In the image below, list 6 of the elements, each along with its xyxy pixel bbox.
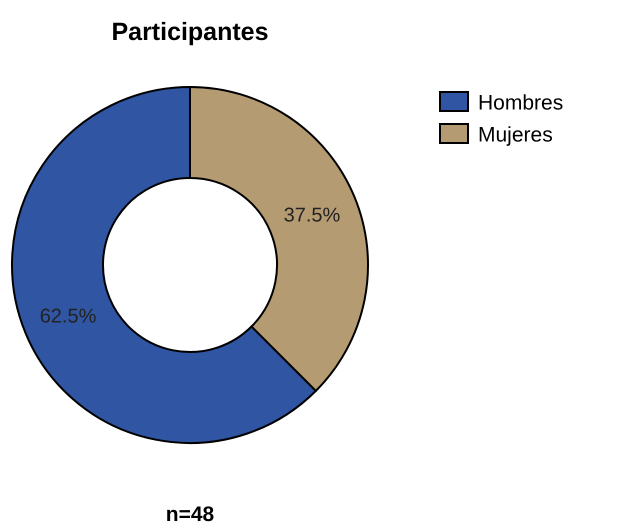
text: n=48 bbox=[166, 503, 215, 526]
data-label: 62.5% bbox=[40, 306, 97, 328]
legend-label: Hombres bbox=[478, 91, 564, 114]
data-label: 37.5% bbox=[284, 204, 341, 226]
chart-title: Participantes bbox=[111, 18, 269, 46]
legend-label: Mujeres bbox=[478, 123, 553, 146]
